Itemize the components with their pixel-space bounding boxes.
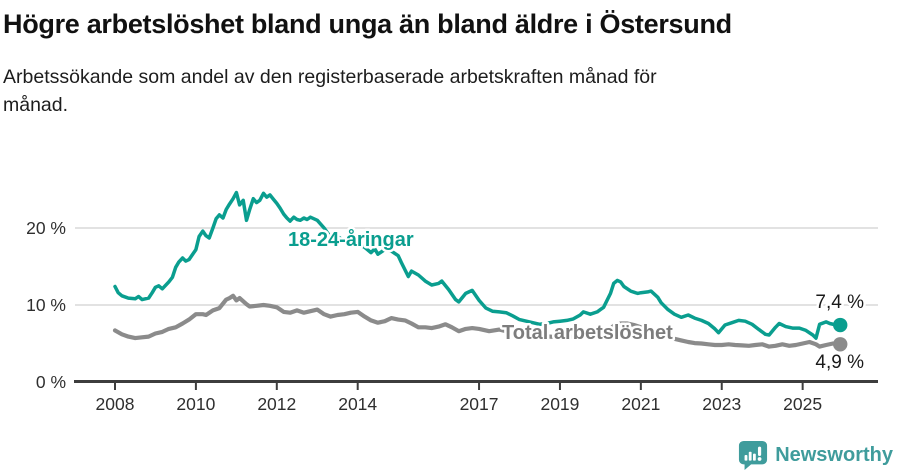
- series-line-total: [112, 293, 839, 349]
- y-tick-label-0: 0 %: [36, 372, 66, 392]
- series-label-total: Total arbetslöshet: [502, 322, 673, 344]
- end-value-label-total: 4,9 %: [815, 352, 864, 373]
- x-tick-label: 2012: [257, 394, 296, 414]
- x-tick-label: 2010: [176, 394, 215, 414]
- chart-title: Högre arbetslöshet bland unga än bland ä…: [3, 9, 732, 39]
- x-tick-label: 2008: [96, 394, 135, 414]
- series-endpoint-dot-total: [833, 337, 848, 352]
- gridlines: [75, 227, 878, 306]
- chart-header: Högre arbetslöshet bland unga än bland ä…: [3, 8, 883, 120]
- series-paths: [112, 190, 839, 349]
- x-tick-label: 2019: [540, 394, 579, 414]
- series-end-dots: [833, 317, 848, 352]
- x-tick-label: 2023: [702, 394, 741, 414]
- series-label-youth: 18-24-åringar: [288, 228, 414, 251]
- end-value-label-youth: 7,4 %: [815, 292, 864, 313]
- newsworthy-logo[interactable]: Newsworthy: [738, 440, 893, 470]
- chart-subtitle: Arbetssökande som andel av den registerb…: [3, 66, 657, 117]
- y-tick-label-20: 20 %: [26, 218, 66, 238]
- series-endpoint-dot-youth: [833, 317, 848, 333]
- x-tick-label: 2021: [621, 394, 660, 414]
- series-line-youth: [113, 190, 838, 340]
- y-axis-labels: 0 % 10 % 20 %: [26, 218, 66, 392]
- x-tick-label: 2025: [783, 394, 822, 414]
- newsworthy-logo-icon: [739, 440, 768, 470]
- bar-chart-exclamation-glyph: [744, 446, 762, 461]
- y-tick-label-10: 10 %: [26, 295, 66, 315]
- newsworthy-logo-text: Newsworthy: [775, 443, 893, 466]
- x-tick-label: 2017: [460, 394, 499, 414]
- x-tick-label: 2014: [338, 394, 377, 414]
- x-axis-ticks: 2008 2010 2012 2014 2017 2019 2021 2023 2025: [96, 382, 822, 414]
